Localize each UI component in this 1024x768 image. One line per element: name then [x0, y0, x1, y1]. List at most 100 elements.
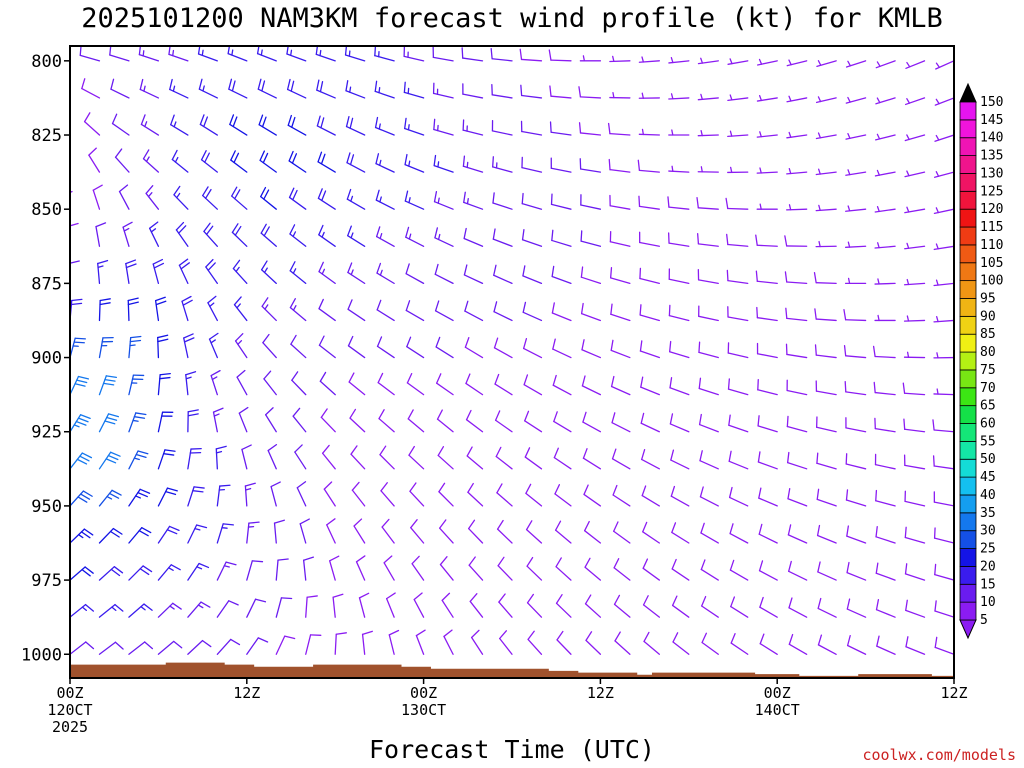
wind-barb: [526, 593, 543, 618]
wind-barb: [292, 407, 307, 433]
wind-barb: [757, 378, 778, 396]
wind-barb: [701, 595, 719, 618]
colorbar-swatch: [959, 173, 977, 192]
x-tick-label: 130CT: [401, 701, 446, 719]
wind-barb: [637, 159, 660, 173]
wind-barb: [70, 566, 94, 581]
wind-barb: [526, 556, 543, 581]
y-tick-label: 800: [31, 52, 62, 72]
wind-barb: [109, 46, 130, 62]
wind-barb: [433, 118, 454, 136]
wind-barb: [697, 269, 719, 285]
wind-barb: [374, 80, 395, 99]
wind-barb: [816, 60, 837, 67]
wind-barb: [700, 559, 719, 581]
wind-barb: [905, 60, 926, 69]
wind-barb: [70, 452, 93, 470]
wind-barb: [784, 271, 808, 285]
wind-barb: [261, 297, 277, 322]
wind-barb: [613, 594, 631, 618]
wind-barb: [157, 640, 183, 655]
wind-barb: [874, 242, 896, 249]
wind-barb: [434, 263, 454, 285]
wind-barb: [521, 156, 543, 173]
color-legend: 5 10 15 20 25 30 35 40 45 50 55 60 65 70 75 80 85 90 95 100…: [959, 82, 1003, 640]
wind-barb: [262, 333, 277, 359]
wind-barb: [669, 340, 690, 359]
wind-barb: [903, 454, 926, 470]
wind-barb: [305, 634, 322, 655]
wind-barb: [520, 120, 543, 136]
wind-barb: [933, 388, 954, 396]
wind-barb: [361, 630, 373, 655]
wind-barb: [725, 197, 749, 210]
wind-barb: [787, 488, 808, 507]
wind-barb: [726, 233, 749, 247]
wind-barb: [904, 526, 926, 544]
wind-barb: [668, 268, 690, 285]
wind-barb: [436, 409, 454, 433]
colorbar-label: 80: [980, 345, 996, 360]
wind-barb: [125, 259, 137, 285]
wind-barb: [403, 81, 425, 99]
colorbar-swatch: [959, 512, 977, 532]
wind-barb: [728, 414, 749, 433]
wind-barb: [128, 412, 147, 433]
colorbar-swatch: [959, 530, 977, 549]
colorbar-swatch: [959, 155, 977, 174]
wind-barb: [933, 279, 954, 287]
colorbar-label: 55: [980, 434, 996, 449]
wind-barb: [128, 335, 142, 359]
wind-barb: [524, 447, 543, 470]
wind-barb: [98, 641, 124, 655]
wind-barb: [521, 192, 543, 210]
wind-barb: [584, 594, 602, 618]
wind-barb: [843, 309, 867, 322]
wind-barb: [755, 234, 778, 247]
wind-barb: [551, 229, 572, 247]
wind-barb: [378, 409, 395, 433]
wind-barb: [497, 556, 513, 581]
wind-barb: [553, 411, 572, 433]
wind-barb: [385, 592, 396, 618]
wind-barb: [415, 629, 426, 655]
wind-barb: [409, 482, 425, 507]
wind-barb: [520, 84, 543, 99]
wind-barb: [98, 336, 114, 359]
wind-barb: [344, 46, 366, 62]
wind-barb: [157, 372, 171, 396]
wind-barb: [198, 78, 218, 99]
wind-barb: [318, 224, 336, 247]
wind-barb: [383, 555, 395, 581]
wind-barb: [288, 187, 307, 210]
wind-barb: [786, 131, 808, 139]
wind-barb: [579, 158, 602, 173]
colorbar-swatch: [959, 476, 977, 496]
wind-barb: [698, 305, 719, 322]
wind-barb: [465, 373, 484, 396]
wind-barb: [874, 453, 896, 470]
colorbar-swatch: [959, 351, 977, 371]
colorbar-label: 135: [980, 149, 1003, 164]
wind-barb: [555, 594, 572, 618]
wind-barb: [846, 598, 867, 618]
wind-barb: [98, 489, 122, 507]
wind-barb: [302, 556, 315, 581]
wind-barb: [205, 258, 218, 285]
colorbar-label: 45: [980, 470, 996, 485]
colorbar-label: 120: [980, 202, 1003, 217]
wind-barb: [216, 638, 241, 655]
x-axis-label: Forecast Time (UTC): [369, 735, 655, 764]
wind-barb: [846, 525, 867, 544]
colorbar-label: 65: [980, 399, 996, 414]
wind-barb: [846, 561, 867, 581]
wind-barb: [785, 307, 808, 322]
wind-barb: [329, 555, 340, 581]
wind-barb: [260, 223, 277, 247]
wind-barb: [875, 97, 896, 105]
wind-barb: [404, 190, 425, 210]
wind-barb: [98, 451, 121, 470]
wind-barb: [669, 377, 690, 396]
wind-barb: [466, 446, 484, 470]
wind-barb: [814, 308, 837, 322]
